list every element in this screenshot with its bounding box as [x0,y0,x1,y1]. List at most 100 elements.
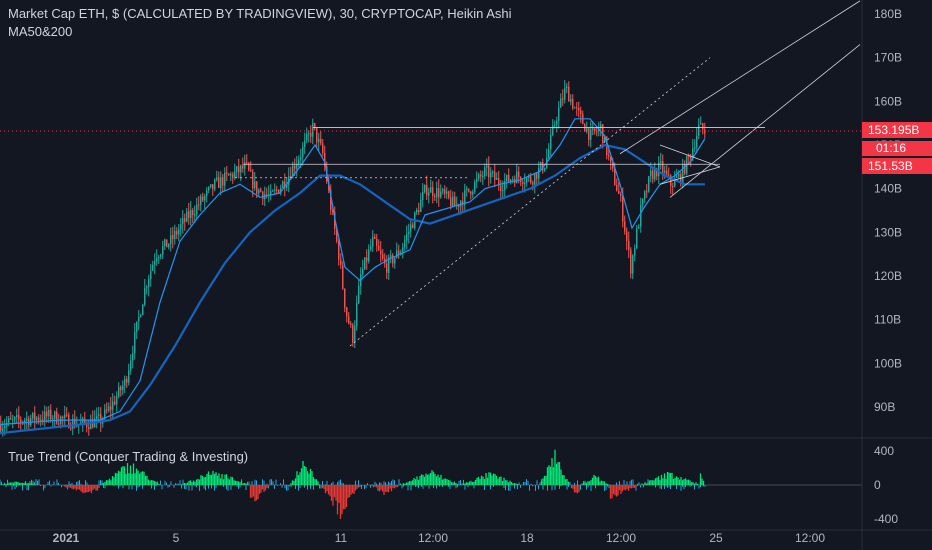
candle-body [646,191,648,193]
candle-body [260,189,262,192]
candle-body [206,190,208,196]
candle-body [428,192,430,196]
candle-body [42,419,44,421]
candle-body [44,411,46,421]
candle-body [140,315,142,317]
candle-body [348,316,350,324]
candle-body [294,165,296,169]
candle-body [660,161,662,163]
price-tick-label: 180B [874,7,902,21]
candle-body [560,98,562,108]
candle-body [280,187,282,194]
candle-body [166,239,168,248]
candle-body [248,163,250,171]
candle-body [168,244,170,248]
candle-body [638,226,640,229]
candle-body [132,353,134,361]
candle-body [190,210,192,218]
price-pane[interactable] [0,0,862,437]
candle-body [144,288,146,305]
candle-body [310,133,312,137]
wedge-lower-line[interactable] [659,166,721,185]
candle-body [368,249,370,262]
candle-body [702,123,704,130]
candle-body [648,176,650,192]
candle-body [634,248,636,256]
candle-body [642,198,644,205]
candle-body [614,168,616,185]
candle-body [320,138,322,144]
candle-body [672,186,674,188]
candle-body [284,181,286,189]
indicator-label: MA50&200 [8,24,73,39]
candle-body [512,179,514,181]
candle-body [590,129,592,140]
support-trendline[interactable] [349,57,711,347]
candle-body [556,120,558,125]
candle-body [198,204,200,206]
candle-body [346,307,348,317]
candle-body [402,246,404,253]
candle-body [120,386,122,391]
candle-body [194,214,196,216]
candle-body [344,288,346,308]
candle-body [438,188,440,198]
candle-body [224,172,226,186]
candle-body [316,128,318,143]
candle-body [300,157,302,160]
candle-body [408,231,410,235]
candle-body [336,228,338,242]
price-tick-label: 90B [874,400,895,414]
candle-body [90,419,92,430]
candle-body [62,416,64,418]
candle-body [404,240,406,247]
candle-body [200,196,202,205]
candle-body [314,123,316,129]
candle-body [274,189,276,191]
candle-body [330,190,332,210]
candle-body [54,411,56,419]
candle-body [196,204,198,215]
candle-body [354,326,356,343]
candle-body [466,188,468,191]
candle-body [608,155,610,157]
candle-body [566,86,568,88]
candle-body [498,178,500,186]
candle-body [186,211,188,222]
candle-body [544,167,546,171]
candle-body [58,423,60,425]
candle-body [628,240,630,250]
candle-body [282,181,284,188]
candle-body [650,170,652,177]
candle-body [416,209,418,213]
channel-upper-line[interactable] [619,0,861,155]
candle-body [636,228,638,249]
candle-body [218,177,220,188]
time-tick-label: 5 [173,531,180,545]
time-tick-label: 12:00 [795,531,825,545]
candle-body [256,181,258,194]
ma-value-badge: 151.53B [862,158,932,174]
candle-body [226,172,228,175]
candle-body [534,173,536,185]
candle-body [24,420,26,423]
candle-body [14,417,16,420]
price-tick-label: 110B [874,313,901,327]
candle-body [516,171,518,183]
candle-body [128,370,130,383]
candle-body [116,396,118,405]
candle-body [110,406,112,410]
candle-body [610,156,612,162]
wedge-upper-line[interactable] [659,144,721,168]
candle-body [632,255,634,274]
candle-body [692,148,694,159]
candle-body [146,286,148,289]
candle-body [208,187,210,191]
candle-body [66,414,68,416]
candle-body [306,134,308,141]
oscillator-pane[interactable] [0,449,862,519]
candle-body [626,231,628,241]
candle-body [440,191,442,198]
candle-body [442,189,444,192]
